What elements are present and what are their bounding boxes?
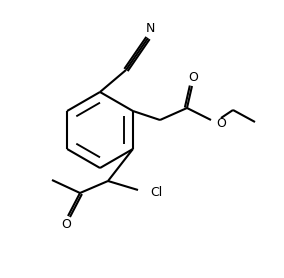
Text: Cl: Cl [150,185,162,198]
Text: O: O [61,219,71,232]
Text: O: O [216,116,226,130]
Text: O: O [188,71,198,83]
Text: N: N [145,21,155,34]
